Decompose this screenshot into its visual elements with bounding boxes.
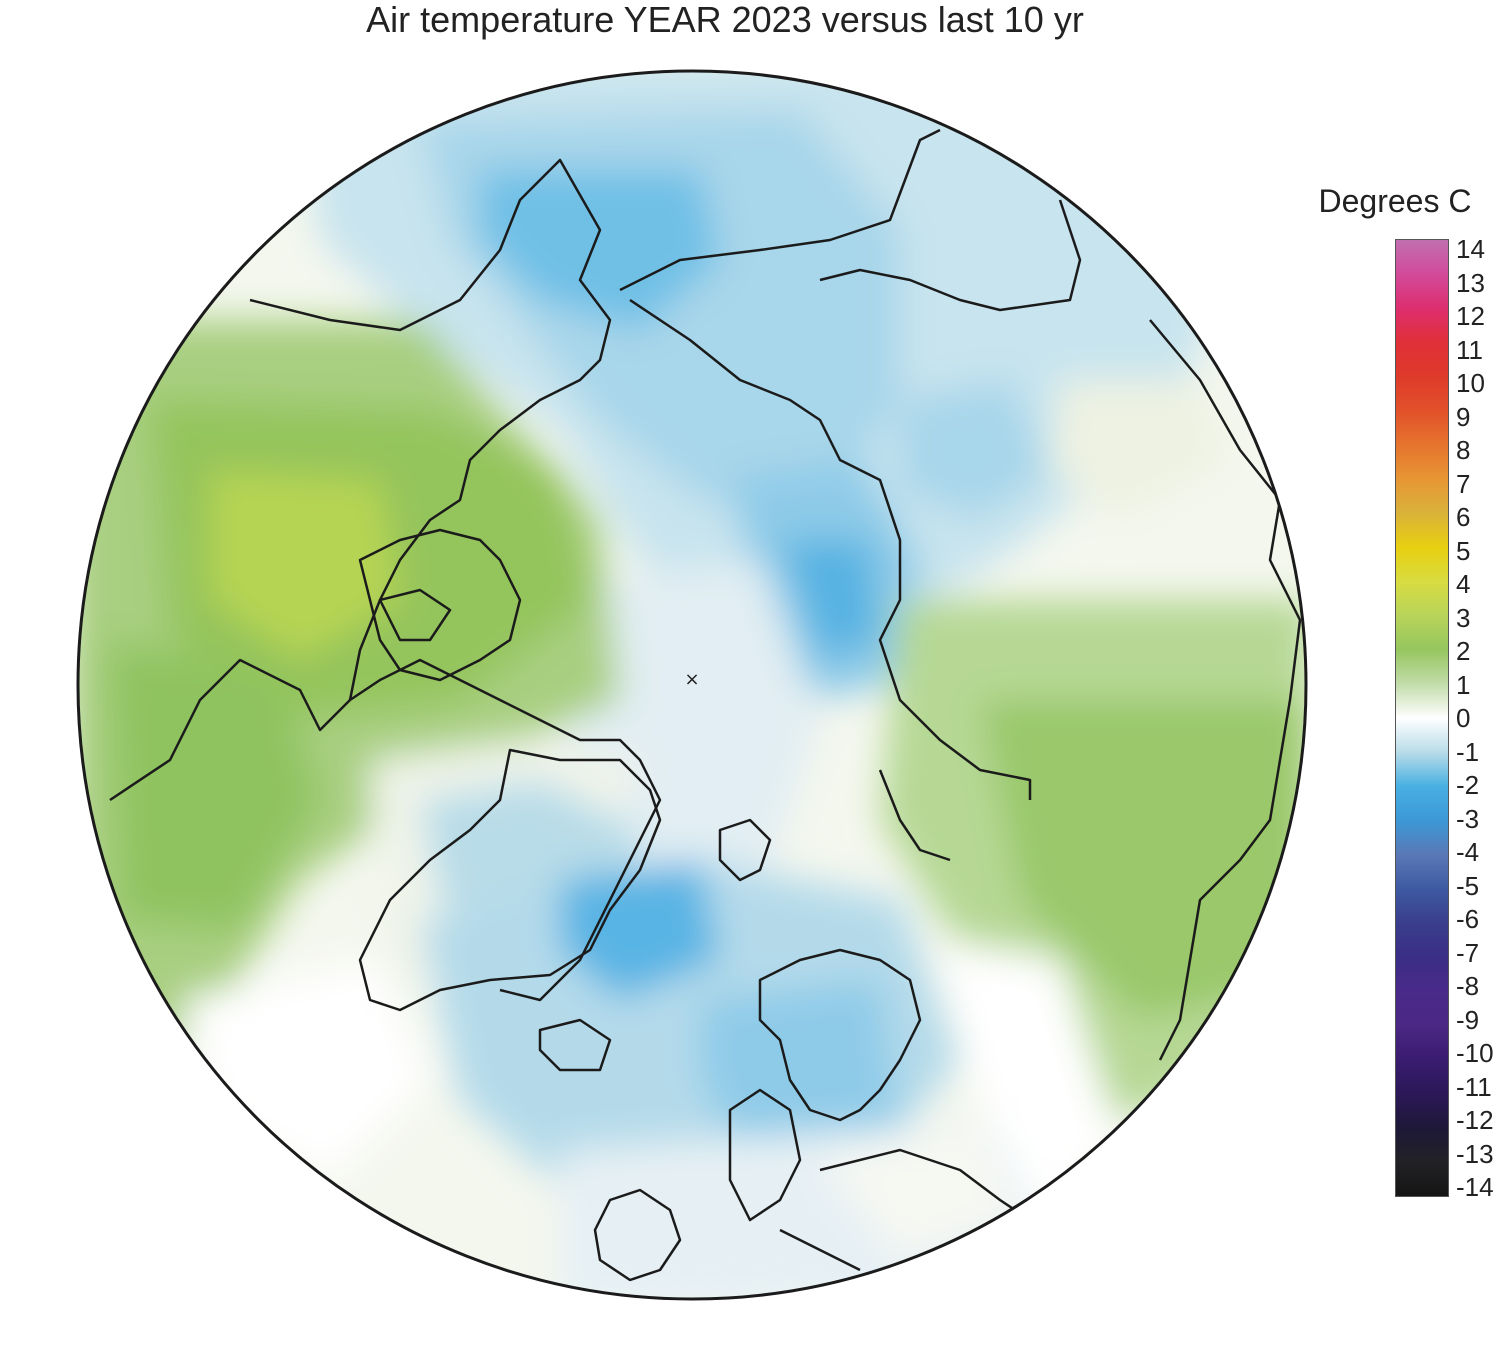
colorbar-tick-label: 1: [1456, 669, 1471, 700]
colorbar-tick-label: -9: [1456, 1004, 1480, 1035]
colorbar-tick-label: -8: [1456, 971, 1480, 1001]
legend-title: Degrees C: [1318, 183, 1472, 219]
colorbar-tick-label: -3: [1456, 803, 1480, 834]
coast-canada-arctic: [109, 658, 662, 1002]
colorbar-tick-label: -13: [1456, 1138, 1494, 1169]
coast-eurasia-north: [249, 158, 612, 701]
colorbar-tick-label: -7: [1456, 937, 1480, 968]
coast-siberia: [619, 128, 1032, 800]
coast-novaya-zemlya: [878, 769, 951, 862]
colorbar-tick-label: 2: [1456, 636, 1471, 666]
colorbar-tick-label: 5: [1456, 535, 1471, 566]
map-boundary: [76, 69, 1308, 1301]
coast-svalbard: [718, 818, 772, 882]
colorbar-tick-label: -4: [1456, 837, 1480, 867]
colorbar-tick-label: 3: [1456, 602, 1471, 633]
coast-british-isles: [593, 1188, 682, 1282]
colorbar-tick-label: -5: [1456, 870, 1480, 901]
colorbar-tick-label: 8: [1456, 435, 1471, 465]
coast-greenland: [358, 748, 662, 1012]
colorbar-tick-label: 10: [1456, 368, 1485, 398]
colorbar-tick-label: -2: [1456, 770, 1480, 800]
colorbar: [1395, 239, 1449, 1197]
coast-iceland: [538, 1018, 612, 1072]
colorbar-tick-label: 13: [1456, 267, 1485, 298]
colorbar-tick-label: 14: [1456, 234, 1485, 264]
pole-marker: ×: [684, 669, 699, 690]
coast-canadian-islands: [358, 528, 522, 682]
colorbar-tick-label: 7: [1456, 468, 1471, 499]
coastlines: [109, 128, 1302, 1282]
colorbar-tick-label: -14: [1456, 1172, 1494, 1202]
coast-alaska: [1149, 319, 1302, 1061]
colorbar-tick-label: -10: [1456, 1038, 1494, 1068]
colorbar-tick-label: 11: [1456, 334, 1483, 365]
colorbar-tick-label: 12: [1456, 301, 1485, 331]
coast-scandinavia: [728, 948, 922, 1222]
colorbar-tick-label: 0: [1456, 703, 1471, 733]
colorbar-tick-label: 9: [1456, 401, 1471, 432]
colorbar-tick-label: -1: [1456, 736, 1480, 767]
colorbar-tick-label: -11: [1456, 1071, 1492, 1102]
colorbar-tick-label: 6: [1456, 502, 1471, 532]
map-title: Air temperature YEAR 2023 versus last 10…: [366, 0, 1084, 40]
colorbar-tick-label: -6: [1456, 904, 1480, 934]
coast-bering: [819, 199, 1082, 312]
colorbar-tick-label: 4: [1456, 569, 1471, 599]
colorbar-tick-label: -12: [1456, 1105, 1494, 1135]
